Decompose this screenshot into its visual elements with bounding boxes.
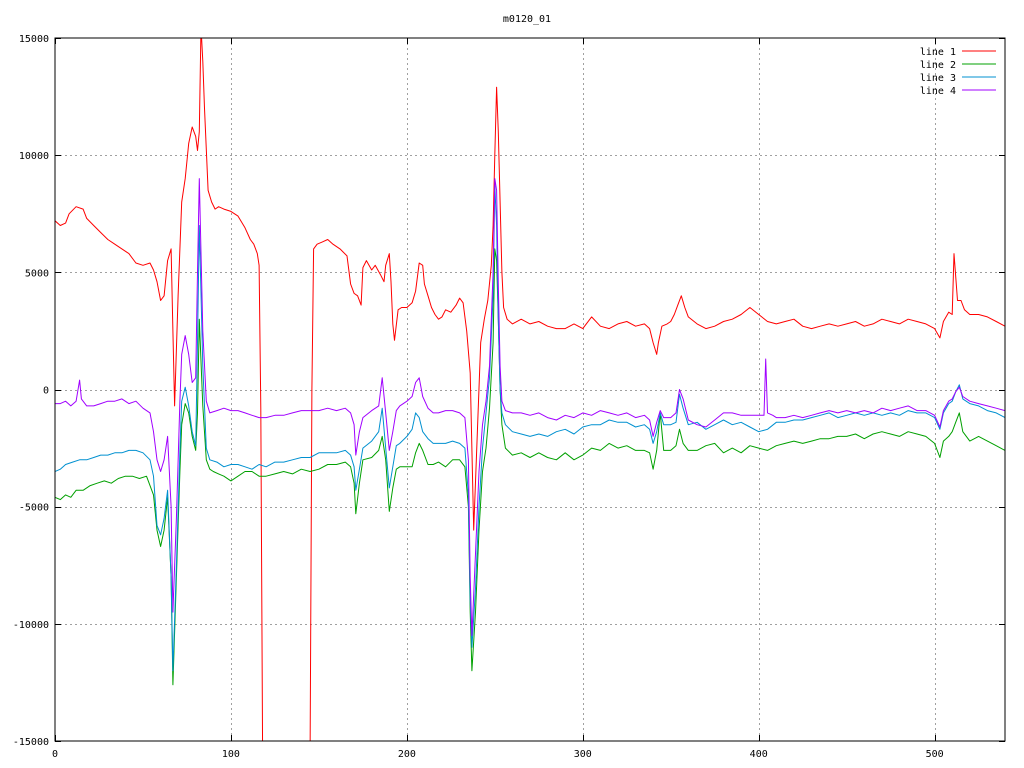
- y-tick-label: -15000: [13, 737, 49, 748]
- chart-title: m0120_01: [503, 14, 551, 25]
- tick-labels: 0 100 200 300 400 500 -15000 -10000 -5000 0 5000 10…: [13, 34, 944, 760]
- series-line-4: [55, 178, 1005, 636]
- series-layer: [55, 38, 1005, 741]
- y-tick-label: -5000: [19, 503, 49, 514]
- series-line-3: [55, 185, 1005, 672]
- y-tick-label: 5000: [25, 268, 49, 279]
- y-tick-label: 0: [43, 386, 49, 397]
- y-tick-label: -10000: [13, 620, 49, 631]
- x-tick-label: 200: [398, 749, 416, 760]
- x-tick-label: 400: [750, 749, 768, 760]
- x-tick-label: 500: [926, 749, 944, 760]
- legend-label-2: line 2: [920, 60, 956, 71]
- legend-label-4: line 4: [920, 86, 956, 97]
- plot-border: [54, 37, 1006, 742]
- legend-label-3: line 3: [920, 73, 956, 84]
- x-tick-label: 100: [222, 749, 240, 760]
- axis-ticks: [55, 38, 1005, 742]
- y-tick-label: 15000: [19, 34, 49, 45]
- y-tick-label: 10000: [19, 151, 49, 162]
- x-tick-label: 0: [52, 749, 58, 760]
- x-tick-label: 300: [574, 749, 592, 760]
- legend: line 1 line 2 line 3 line 4: [920, 47, 996, 97]
- grid-lines: [55, 38, 1005, 741]
- legend-label-1: line 1: [920, 47, 956, 58]
- plot-area: [55, 38, 1005, 741]
- series-line-1: [55, 38, 1005, 741]
- series-line-2: [55, 248, 1005, 686]
